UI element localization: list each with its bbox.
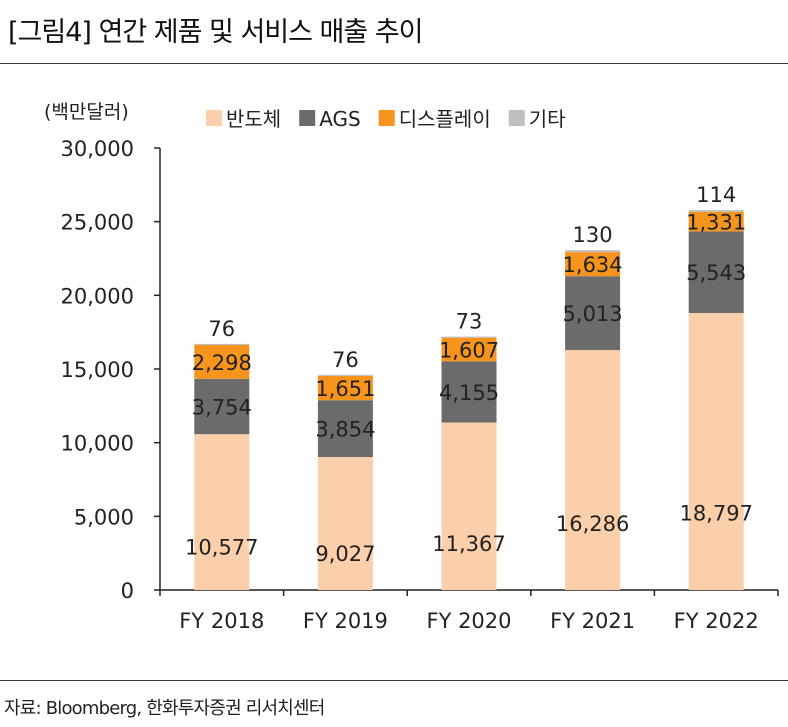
data-label: 3,754 (192, 396, 252, 420)
bar-segment-2 (194, 378, 250, 435)
data-label: 1,331 (686, 211, 746, 235)
x-tick-label: FY 2018 (179, 609, 264, 633)
data-label: 1,634 (563, 253, 623, 277)
bar-segment-3 (441, 337, 497, 362)
legend-swatch (508, 110, 525, 126)
data-label: 76 (332, 348, 359, 372)
bar-segment-2 (317, 400, 373, 458)
data-label: 10,577 (185, 535, 258, 559)
data-label: 4,155 (439, 381, 499, 405)
bar-segment-4 (688, 210, 744, 212)
data-label: 114 (696, 183, 736, 207)
bar-segment-1 (194, 434, 250, 590)
bar-segment-1 (565, 350, 621, 590)
figure-title: [그림4] 연간 제품 및 서비스 매출 추이 (8, 17, 424, 48)
bar-segment-3 (317, 375, 373, 401)
bar-segment-3 (194, 344, 250, 379)
bar-segment-2 (688, 231, 744, 314)
stacked-bar-chart: (백만달러) 0 5,000 10,000 15,000 20,000 25,000 30,0… (44, 101, 779, 633)
legend-label: 디스플레이 (399, 107, 491, 131)
data-label: 3,854 (315, 418, 375, 442)
data-label: 18,797 (679, 501, 752, 525)
legend-swatch (299, 110, 316, 126)
x-tick-label: FY 2020 (426, 609, 511, 633)
y-tick-label: 15,000 (61, 358, 134, 382)
y-tick-label: 25,000 (61, 211, 134, 235)
top-divider (0, 63, 788, 64)
data-label: 76 (208, 317, 235, 341)
data-label: 5,013 (563, 302, 623, 326)
y-tick-label: 0 (121, 579, 134, 603)
y-tick-label: 30,000 (61, 137, 134, 161)
legend-swatch (206, 110, 222, 126)
legend-label: 기타 (529, 107, 566, 131)
legend-swatch (378, 110, 395, 126)
y-unit-label: (백만달러) (44, 101, 129, 123)
x-tick-label: FY 2019 (303, 609, 388, 633)
data-label: 1,651 (315, 377, 375, 401)
x-tick-label: FY 2022 (674, 609, 759, 633)
bar-segment-1 (441, 422, 497, 590)
data-label: 2,298 (192, 351, 252, 375)
data-label: 16,286 (556, 512, 629, 536)
bar-segment-4 (317, 374, 373, 376)
bar-segment-2 (565, 276, 621, 351)
data-label: 5,543 (686, 261, 746, 285)
bar-segment-4 (565, 250, 621, 253)
bar-segment-4 (441, 336, 497, 338)
legend-label: AGS (319, 107, 361, 131)
bar-segment-4 (194, 343, 250, 345)
bar-segment-3 (565, 252, 621, 277)
y-tick-label: 10,000 (61, 432, 134, 456)
legend-label: 반도체 (226, 107, 281, 131)
data-label: 1,607 (439, 338, 499, 362)
bar-segment-1 (688, 313, 744, 590)
data-label: 130 (573, 223, 613, 247)
bar-segment-3 (688, 211, 744, 232)
source-note: 자료: Bloomberg, 한화투자증권 리서치센터 (4, 698, 325, 719)
y-tick-label: 5,000 (74, 505, 134, 529)
y-tick-label: 20,000 (61, 284, 134, 308)
data-label: 11,367 (432, 532, 505, 556)
data-label: 73 (456, 310, 483, 334)
bar-segment-1 (317, 457, 373, 590)
bar-segment-2 (441, 361, 497, 423)
bottom-divider (0, 680, 788, 681)
x-tick-label: FY 2021 (550, 609, 635, 633)
data-label: 9,027 (315, 542, 375, 566)
